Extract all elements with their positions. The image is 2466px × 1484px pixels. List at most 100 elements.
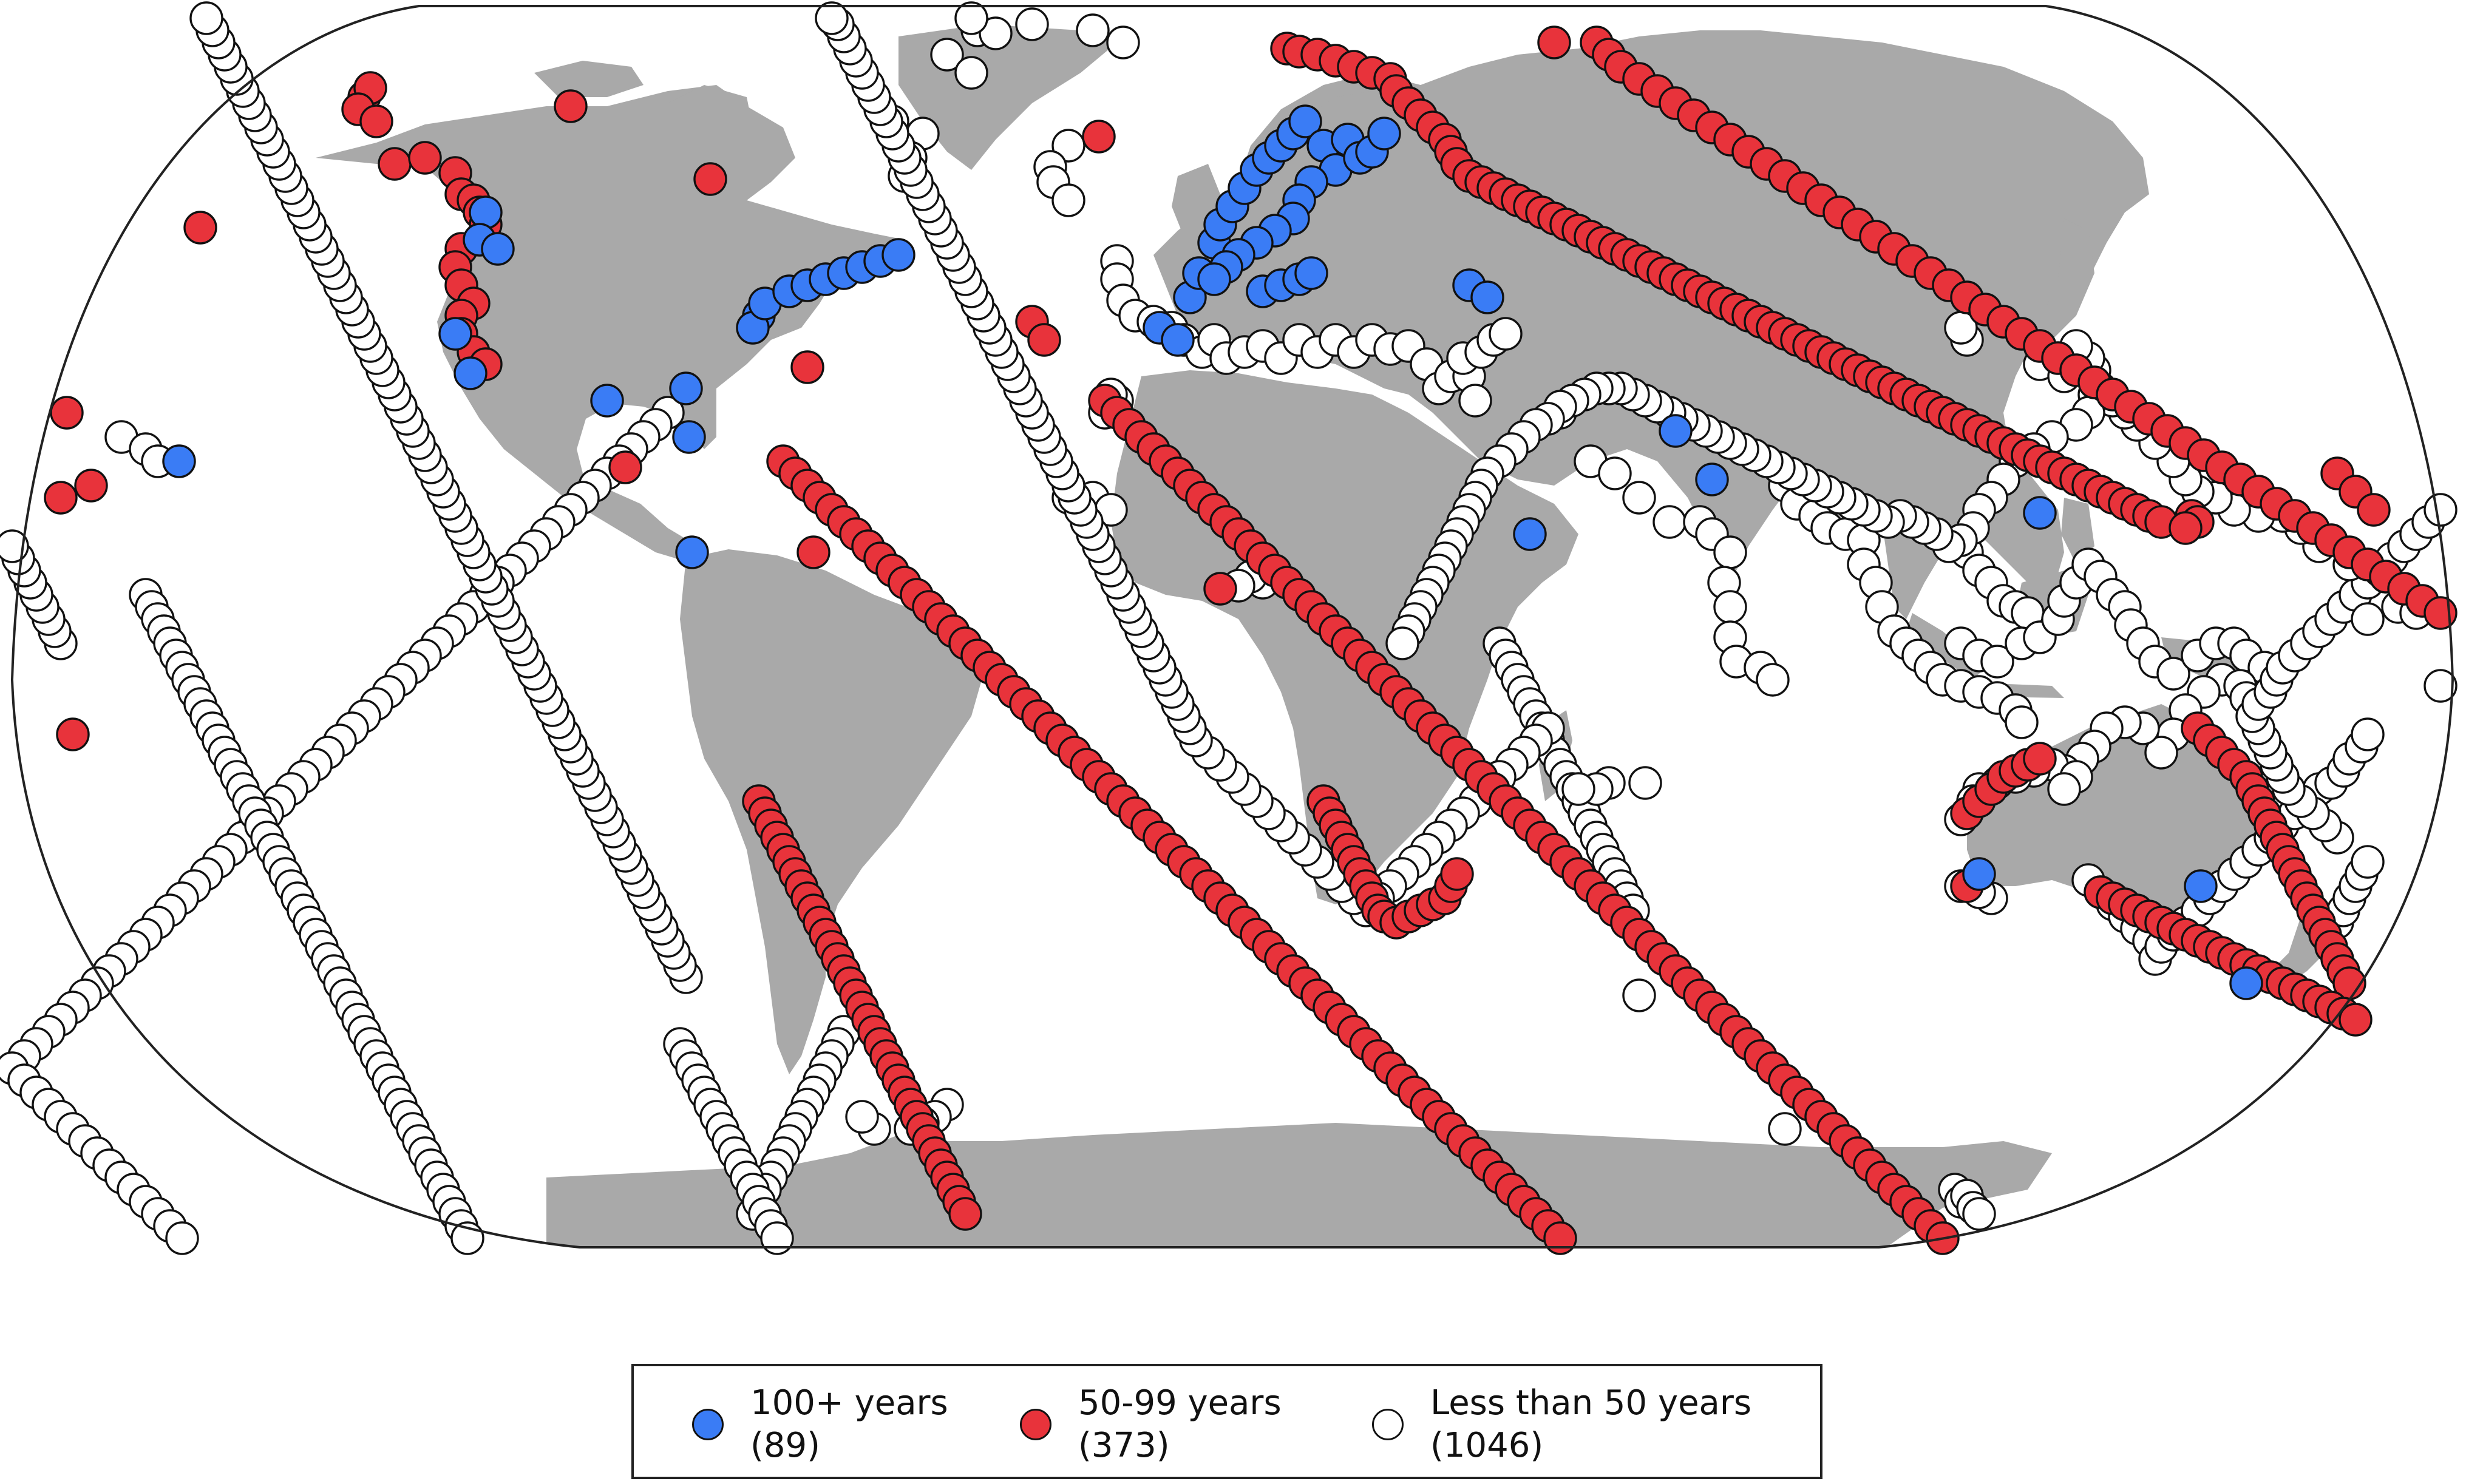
- station-less-than-50-years: [1962, 1197, 1996, 1231]
- station-50-99-years: [790, 350, 824, 384]
- station-less-than-50-years: [1652, 505, 1686, 539]
- station-less-than-50-years: [954, 1, 988, 35]
- legend-text: Less than 50 years (1046): [1430, 1382, 1751, 1467]
- station-100-plus-years: [590, 384, 624, 418]
- station-50-99-years: [948, 1197, 982, 1231]
- legend-blue-dot: [692, 1409, 724, 1440]
- station-less-than-50-years: [1980, 645, 2014, 679]
- station-100-plus-years: [1367, 117, 1401, 151]
- station-100-plus-years: [1470, 280, 1504, 314]
- station-50-99-years: [608, 450, 642, 484]
- station-100-plus-years: [672, 420, 706, 454]
- station-50-99-years: [74, 469, 108, 503]
- station-100-plus-years: [1161, 323, 1195, 357]
- station-100-plus-years: [162, 444, 196, 478]
- station-50-99-years: [1537, 25, 1571, 59]
- station-100-plus-years: [481, 232, 515, 266]
- station-100-plus-years: [1197, 262, 1231, 296]
- station-less-than-50-years: [1385, 626, 1419, 660]
- station-100-plus-years: [1513, 517, 1547, 551]
- landmass-eurasia: [1153, 30, 2149, 619]
- station-100-plus-years: [1962, 857, 1996, 891]
- station-100-plus-years: [2184, 869, 2218, 903]
- station-50-99-years: [378, 147, 412, 181]
- station-markers: [0, 1, 2458, 1255]
- legend-count: (89): [750, 1426, 820, 1465]
- station-less-than-50-years: [2005, 705, 2039, 739]
- station-100-plus-years: [1659, 414, 1693, 448]
- station-50-99-years: [408, 141, 442, 175]
- station-50-99-years: [2424, 596, 2458, 630]
- legend-label: Less than 50 years: [1430, 1383, 1752, 1423]
- station-less-than-50-years: [1598, 456, 1632, 490]
- station-50-99-years: [1203, 572, 1237, 606]
- station-50-99-years: [797, 535, 830, 569]
- station-50-99-years: [1027, 323, 1061, 357]
- station-50-99-years: [554, 89, 588, 123]
- station-50-99-years: [1440, 857, 1474, 891]
- station-less-than-50-years: [2424, 493, 2458, 527]
- station-less-than-50-years: [2351, 845, 2385, 879]
- station-less-than-50-years: [845, 1100, 879, 1134]
- legend-text: 50-99 years (373): [1078, 1382, 1282, 1467]
- station-less-than-50-years: [930, 38, 964, 72]
- map-frame: [10, 5, 2454, 1249]
- station-100-plus-years: [438, 317, 472, 351]
- station-50-99-years: [693, 162, 727, 196]
- station-less-than-50-years: [1628, 766, 1662, 800]
- station-less-than-50-years: [1051, 183, 1085, 217]
- station-less-than-50-years: [1622, 978, 1656, 1012]
- station-50-99-years: [50, 396, 84, 430]
- station-less-than-50-years: [1106, 25, 1140, 59]
- station-less-than-50-years: [1076, 13, 1110, 47]
- station-less-than-50-years: [1051, 129, 1085, 163]
- station-less-than-50-years: [1713, 590, 1747, 624]
- legend-label: 50-99 years: [1078, 1383, 1282, 1423]
- station-less-than-50-years: [2424, 669, 2458, 703]
- station-100-plus-years: [469, 195, 503, 229]
- legend-count: (1046): [1430, 1426, 1544, 1465]
- station-less-than-50-years: [954, 56, 988, 90]
- landmass-japan: [2040, 219, 2094, 340]
- station-100-plus-years: [1288, 104, 1322, 138]
- station-50-99-years: [2357, 493, 2391, 527]
- legend-count: (373): [1078, 1426, 1170, 1465]
- station-less-than-50-years: [979, 16, 1013, 50]
- station-100-plus-years: [2023, 496, 2057, 530]
- station-50-99-years: [44, 481, 78, 515]
- landmass-arctic-archipelago: [534, 61, 644, 97]
- legend-label: 100+ years: [750, 1383, 948, 1423]
- station-less-than-50-years: [2351, 602, 2385, 636]
- station-less-than-50-years: [1561, 772, 1595, 806]
- station-less-than-50-years: [1713, 535, 1747, 569]
- station-50-99-years: [1543, 1221, 1577, 1255]
- station-less-than-50-years: [165, 1221, 199, 1255]
- station-100-plus-years: [881, 238, 915, 272]
- station-100-plus-years: [669, 371, 703, 405]
- landmass-baffin-island: [668, 85, 753, 146]
- legend-text: 100+ years (89): [750, 1382, 948, 1467]
- station-100-plus-years: [453, 356, 487, 390]
- station-100-plus-years: [675, 535, 709, 569]
- station-100-plus-years: [2229, 966, 2263, 1000]
- station-100-plus-years: [1695, 462, 1729, 496]
- station-50-99-years: [183, 211, 217, 245]
- station-50-99-years: [1082, 120, 1116, 154]
- station-50-99-years: [56, 717, 90, 751]
- legend-red-dot: [1020, 1409, 1051, 1440]
- landmass-philippines: [2061, 498, 2094, 564]
- legend-white-dot: [1372, 1409, 1404, 1440]
- station-less-than-50-years: [1458, 384, 1492, 418]
- station-50-99-years: [2339, 1003, 2373, 1037]
- station-less-than-50-years: [1489, 317, 1523, 351]
- landmass-south-america: [680, 549, 983, 1074]
- station-less-than-50-years: [2047, 772, 2081, 806]
- station-less-than-50-years: [1622, 481, 1656, 515]
- station-50-99-years: [359, 104, 393, 138]
- station-less-than-50-years: [1015, 7, 1049, 41]
- station-50-99-years: [2169, 511, 2203, 545]
- station-less-than-50-years: [760, 1221, 794, 1255]
- legend: 100+ years (89) 50-99 years (373) Less t…: [631, 1364, 1822, 1479]
- station-less-than-50-years: [189, 1, 223, 35]
